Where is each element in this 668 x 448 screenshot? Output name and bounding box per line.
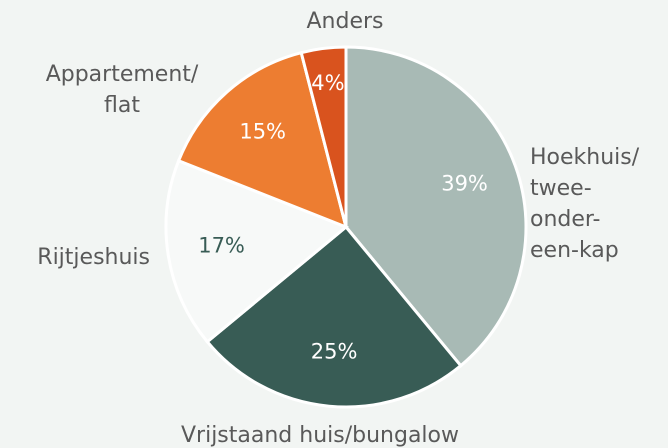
pie-slice bbox=[164, 158, 349, 344]
category-label: Vrijstaand huis/bungalow bbox=[181, 423, 459, 448]
data-label: 4% bbox=[311, 71, 344, 95]
category-label: Anders bbox=[307, 9, 384, 34]
category-label-line: een-kap bbox=[530, 238, 619, 263]
category-label: Appartement/flat bbox=[46, 62, 199, 118]
pie-slice bbox=[299, 45, 348, 228]
data-label: 15% bbox=[239, 119, 286, 143]
data-label: 25% bbox=[311, 339, 358, 363]
category-label-line: onder- bbox=[530, 207, 600, 232]
category-label-line: twee- bbox=[530, 176, 592, 201]
category-label-line: Anders bbox=[307, 9, 384, 34]
category-label-line: Appartement/ bbox=[46, 62, 199, 87]
data-label: 17% bbox=[198, 234, 245, 258]
category-label: Rijtjeshuis bbox=[37, 245, 150, 270]
category-label-line: flat bbox=[104, 93, 140, 118]
category-label-line: Hoekhuis/ bbox=[530, 145, 640, 170]
category-label-line: Rijtjeshuis bbox=[37, 245, 150, 270]
pie-slice bbox=[205, 224, 463, 409]
category-label-line: Vrijstaand huis/bungalow bbox=[181, 423, 459, 448]
category-label: Hoekhuis/twee-onder-een-kap bbox=[530, 145, 640, 263]
pie-slice bbox=[176, 50, 349, 230]
data-label: 39% bbox=[441, 171, 488, 195]
pie-slice bbox=[344, 45, 528, 368]
